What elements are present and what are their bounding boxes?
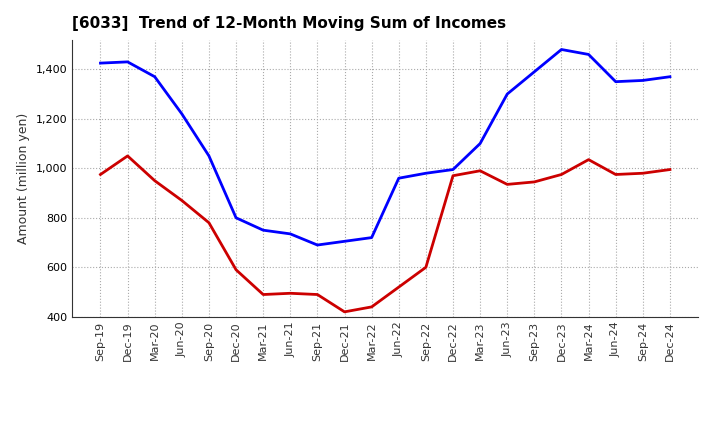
Net Income bbox=[123, 153, 132, 158]
Net Income bbox=[259, 292, 268, 297]
Net Income bbox=[449, 173, 457, 178]
Ordinary Income bbox=[476, 141, 485, 146]
Ordinary Income bbox=[395, 176, 403, 181]
Net Income bbox=[584, 157, 593, 162]
Text: [6033]  Trend of 12-Month Moving Sum of Incomes: [6033] Trend of 12-Month Moving Sum of I… bbox=[72, 16, 506, 32]
Net Income bbox=[313, 292, 322, 297]
Y-axis label: Amount (million yen): Amount (million yen) bbox=[17, 113, 30, 244]
Ordinary Income bbox=[178, 111, 186, 117]
Ordinary Income bbox=[421, 171, 430, 176]
Ordinary Income bbox=[449, 167, 457, 172]
Line: Ordinary Income: Ordinary Income bbox=[101, 50, 670, 245]
Net Income bbox=[96, 172, 105, 177]
Ordinary Income bbox=[286, 231, 294, 237]
Net Income bbox=[421, 264, 430, 270]
Ordinary Income bbox=[313, 242, 322, 248]
Ordinary Income bbox=[150, 74, 159, 79]
Ordinary Income bbox=[367, 235, 376, 240]
Net Income bbox=[178, 198, 186, 203]
Net Income bbox=[367, 304, 376, 310]
Ordinary Income bbox=[259, 227, 268, 233]
Net Income bbox=[286, 291, 294, 296]
Ordinary Income bbox=[232, 215, 240, 220]
Ordinary Income bbox=[611, 79, 620, 84]
Ordinary Income bbox=[204, 153, 213, 158]
Ordinary Income bbox=[96, 60, 105, 66]
Net Income bbox=[395, 284, 403, 290]
Ordinary Income bbox=[665, 74, 674, 79]
Ordinary Income bbox=[584, 52, 593, 57]
Line: Net Income: Net Income bbox=[101, 156, 670, 312]
Ordinary Income bbox=[557, 47, 566, 52]
Ordinary Income bbox=[530, 69, 539, 74]
Ordinary Income bbox=[341, 238, 349, 244]
Net Income bbox=[530, 179, 539, 184]
Net Income bbox=[341, 309, 349, 315]
Net Income bbox=[232, 267, 240, 272]
Net Income bbox=[150, 178, 159, 183]
Net Income bbox=[665, 167, 674, 172]
Ordinary Income bbox=[123, 59, 132, 65]
Ordinary Income bbox=[503, 92, 511, 97]
Net Income bbox=[557, 172, 566, 177]
Net Income bbox=[204, 220, 213, 225]
Net Income bbox=[639, 171, 647, 176]
Net Income bbox=[476, 168, 485, 173]
Net Income bbox=[503, 182, 511, 187]
Net Income bbox=[611, 172, 620, 177]
Ordinary Income bbox=[639, 78, 647, 83]
